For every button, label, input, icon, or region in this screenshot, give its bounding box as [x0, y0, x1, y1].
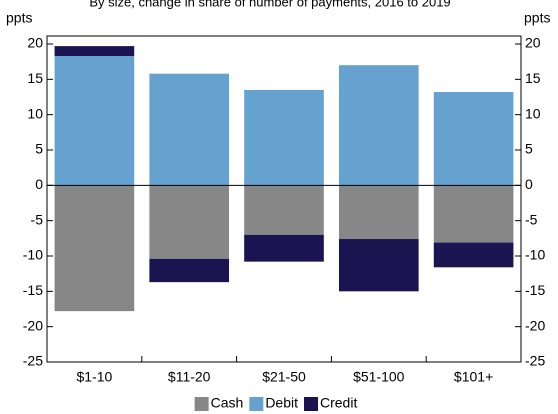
y-tick-label: -5: [31, 211, 44, 227]
y-tick-label: -15: [23, 282, 43, 298]
y-tick-label: -10: [23, 247, 43, 263]
y2-tick-label: -15: [525, 282, 545, 298]
x-tick-label: $21-50: [262, 369, 306, 385]
y-tick-label: -25: [23, 353, 43, 369]
bar: [149, 73, 230, 186]
y2-tick-label: -10: [525, 247, 545, 263]
bar: [149, 258, 230, 283]
legend-swatch: [304, 397, 319, 411]
y2-tick-label: -5: [525, 211, 538, 227]
y2-tick-label: 5: [525, 141, 533, 157]
y-tick-label: 5: [35, 141, 43, 157]
y2-tick-label: 10: [525, 105, 541, 121]
y2-tick-label: -20: [525, 317, 545, 333]
legend-swatch: [249, 397, 264, 411]
bar: [433, 185, 514, 243]
y-axis-label: ppts: [6, 10, 32, 26]
y2-tick-label: -25: [525, 353, 545, 369]
y2-tick-label: 20: [525, 35, 541, 51]
bar: [54, 185, 135, 312]
x-tick-label: $11-20: [168, 369, 211, 385]
y-tick-label: -20: [23, 317, 43, 333]
bar: [338, 65, 419, 186]
legend-label: Debit: [265, 395, 298, 411]
bar: [338, 239, 419, 292]
y-tick-label: 15: [27, 70, 43, 86]
y-tick-label: 0: [35, 176, 43, 192]
x-tick-label: $1-10: [76, 369, 112, 385]
bar: [244, 234, 324, 262]
plot-frame: [46, 35, 522, 363]
bar: [433, 92, 514, 186]
bar: [433, 242, 514, 268]
legend-swatch: [194, 397, 209, 411]
legend-label: Cash: [211, 395, 244, 411]
x-tick-label: $51-100: [353, 369, 405, 385]
bar: [149, 185, 230, 259]
legend-label: Credit: [320, 395, 357, 411]
y-tick-label: 20: [27, 35, 43, 51]
chart-title: By size, change in share of number of pa…: [89, 0, 450, 9]
bar: [338, 185, 419, 240]
y2-tick-label: 15: [525, 70, 541, 86]
y2-axis-label: ppts: [524, 10, 550, 26]
y2-tick-label: 0: [525, 176, 533, 192]
bar: [244, 185, 324, 235]
x-tick-label: $101+: [454, 369, 493, 385]
bar: [244, 89, 324, 186]
y-tick-label: 10: [27, 105, 43, 121]
bar: [54, 46, 135, 57]
bar: [54, 56, 135, 186]
